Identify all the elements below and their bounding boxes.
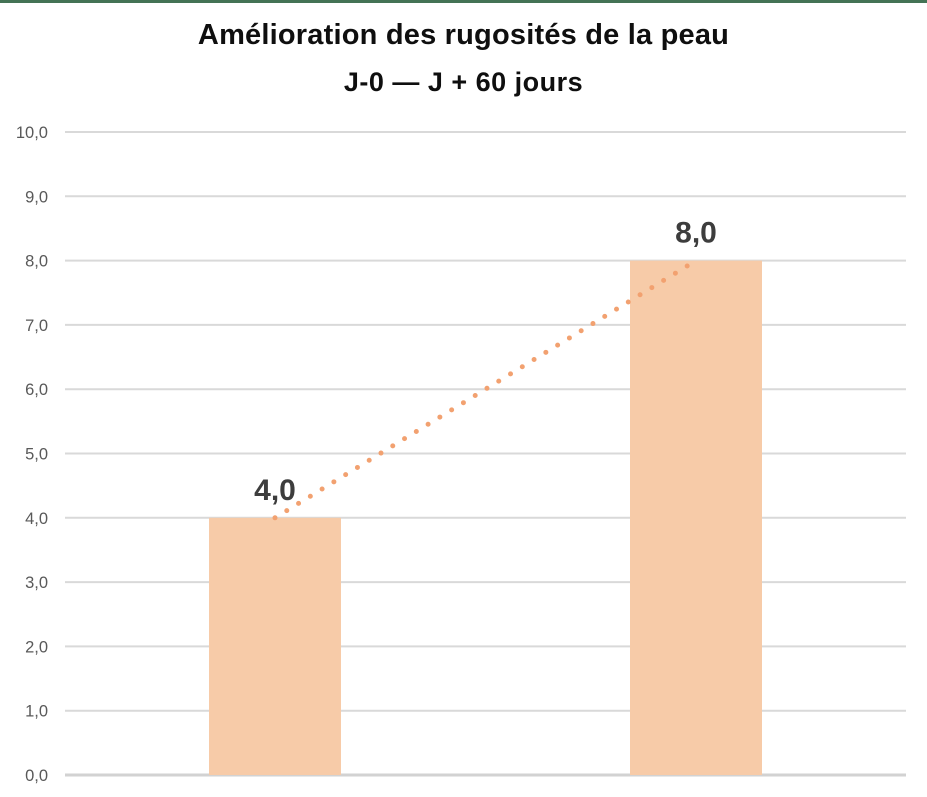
ytick-label: 10,0 xyxy=(16,124,48,142)
ytick-label: 1,0 xyxy=(25,703,48,721)
trend-dotted-line xyxy=(272,258,699,521)
ytick-label: 3,0 xyxy=(25,574,48,592)
bar-value-label: 8,0 xyxy=(675,217,717,250)
ytick-label: 8,0 xyxy=(25,253,48,271)
y-axis-tick-labels: 0,0 1,0 2,0 3,0 4,0 5,0 6,0 7,0 8,0 9,0 10,0 xyxy=(16,124,48,785)
ytick-label: 9,0 xyxy=(25,188,48,206)
value-labels: 4,0 8,0 xyxy=(254,217,717,507)
trendline xyxy=(272,258,699,521)
top-accent-bar xyxy=(0,0,927,3)
bar-value-label: 4,0 xyxy=(254,474,296,507)
ytick-label: 2,0 xyxy=(25,638,48,656)
ytick-label: 5,0 xyxy=(25,446,48,464)
bar xyxy=(209,517,341,775)
bars xyxy=(209,260,762,776)
ytick-label: 0,0 xyxy=(25,767,48,785)
ytick-label: 6,0 xyxy=(25,381,48,399)
ytick-label: 7,0 xyxy=(25,317,48,335)
chart-title: Amélioration des rugosités de la peau xyxy=(197,19,730,51)
ytick-label: 4,0 xyxy=(25,510,48,528)
gridlines xyxy=(65,131,906,777)
bar xyxy=(630,260,762,776)
chart-subtitle: J-0 — J + 60 jours xyxy=(343,67,584,97)
